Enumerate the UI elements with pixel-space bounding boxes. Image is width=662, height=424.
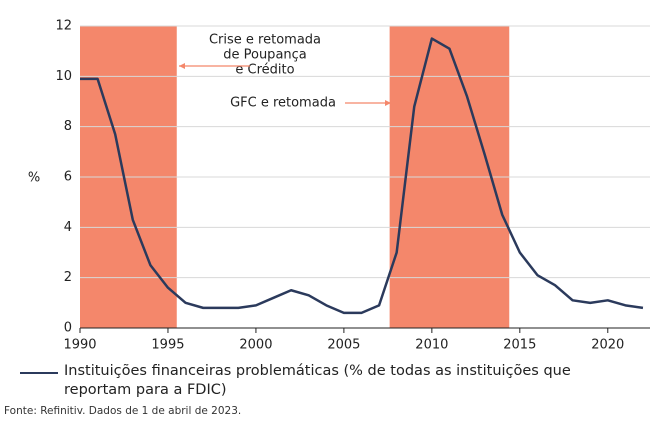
y-tick-label: 4 [64,220,72,235]
legend: Instituições financeiras problemáticas (… [20,362,640,400]
annotation: GFC e retomada [230,96,336,111]
y-tick-label: 12 [55,19,72,34]
data-line [80,37,644,315]
annotation: e Crédito [235,63,294,78]
arrow-head [179,63,185,69]
x-tick-label: 2005 [327,338,360,353]
x-tick-label: 2015 [503,338,536,353]
y-axis-label: % [28,171,40,186]
annotation: Crise e retomada [209,33,321,48]
y-tick-label: 2 [64,270,72,285]
source: Fonte: Refinitiv. Dados de 1 de abril de… [4,405,242,417]
y-tick-label: 0 [64,321,72,336]
x-tick-label: 1995 [151,338,184,353]
chart: % 0 2 4 6 8 10 12 1990 1995 2000 2005 2010 2015 2020 C… [28,19,650,353]
y-tick-label: 10 [55,69,72,84]
legend-label: Instituições financeiras problemáticas (… [64,363,571,398]
legend-swatch [20,372,58,374]
x-tick-label: 2020 [591,338,624,353]
y-tick-label: 6 [64,170,72,185]
x-tick-label: 1990 [63,338,96,353]
x-tick-label: 2010 [415,338,448,353]
y-tick-label: 8 [64,119,72,134]
x-tick-label: 2000 [239,338,272,353]
arrow-head [385,100,391,106]
annotation: de Poupança [223,48,307,63]
